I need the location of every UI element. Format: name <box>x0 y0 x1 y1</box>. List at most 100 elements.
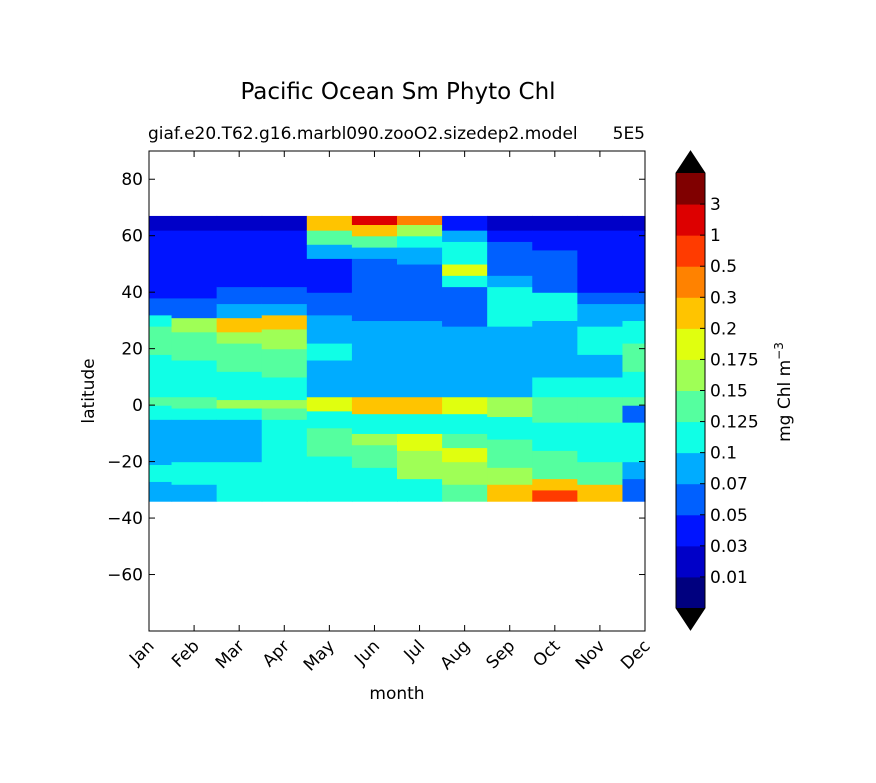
contour-cell <box>171 419 218 463</box>
y-tick-label: −40 <box>107 509 143 529</box>
contour-cell <box>487 230 533 242</box>
contour-cell <box>216 419 263 463</box>
contour-cell <box>487 286 533 327</box>
contour-cell <box>577 292 624 305</box>
colorbar-segment <box>676 421 705 454</box>
colorbar-segment <box>676 328 705 360</box>
contour-cell <box>149 215 173 231</box>
colorbar-segment <box>676 173 705 205</box>
x-tick-label: Dec <box>617 636 654 673</box>
contour-cell <box>442 241 488 265</box>
contour-cell <box>487 484 533 502</box>
x-tick-label: May <box>300 636 339 675</box>
y-tick-label: 20 <box>121 340 143 360</box>
colorbar-outline <box>675 150 706 631</box>
contour-cell <box>216 343 263 372</box>
contour-cell <box>487 416 533 440</box>
contour-cell <box>532 292 578 322</box>
contour-cell <box>149 297 173 316</box>
contour-cell <box>487 396 533 418</box>
colorbar-tick-label: 0.01 <box>710 568 748 588</box>
contour-cell <box>622 396 646 406</box>
contour-cell <box>577 461 624 485</box>
colorbar-segment <box>676 390 705 423</box>
colorbar-segment <box>676 359 705 391</box>
x-tick-label: Sep <box>482 636 519 673</box>
contour-cell <box>577 422 624 463</box>
colorbar-segment <box>676 545 705 578</box>
contour-cell <box>306 343 353 361</box>
contour-cell <box>487 215 533 231</box>
contour-cell <box>216 331 263 344</box>
contour-cell <box>577 215 624 231</box>
contour-cell <box>216 317 263 333</box>
contour-cell <box>397 235 443 248</box>
x-tick-label: Jan <box>125 636 158 669</box>
contour-cell <box>351 247 398 259</box>
chart-title: Pacific Ocean Sm Phyto Chl <box>240 79 555 105</box>
x-axis-label: month <box>369 684 424 704</box>
y-tick-label: 80 <box>121 170 143 190</box>
contour-cell <box>171 396 218 409</box>
colorbar-segment <box>676 235 705 267</box>
contour-cell <box>351 320 398 398</box>
contour-cell <box>532 489 578 502</box>
x-tick-label: Mar <box>212 636 249 673</box>
contour-cell <box>306 244 353 259</box>
contour-cell <box>577 230 624 293</box>
contour-cell <box>216 230 263 288</box>
contour-cell <box>622 230 646 293</box>
contour-cell <box>261 376 308 401</box>
contour-cell <box>397 320 443 398</box>
contour-cell <box>397 413 443 434</box>
contour-cell <box>532 450 578 480</box>
contour-cell <box>622 292 646 305</box>
contour-cell <box>149 314 173 327</box>
contour-cell <box>149 405 173 420</box>
contour-cell <box>306 215 353 231</box>
plot-area <box>148 150 646 632</box>
contour-field <box>149 215 646 502</box>
colorbar-segment <box>676 266 705 298</box>
y-axis: 80 60 40 20 0 −20 −40 −60 <box>107 170 645 586</box>
colorbar-tick-label: 0.1 <box>710 444 737 464</box>
colorbar-tick-label: 0.03 <box>710 537 748 557</box>
contour-cell <box>306 396 353 412</box>
colorbar-tick-label: 3 <box>710 195 721 215</box>
contour-cell <box>397 292 443 322</box>
contour-cell <box>351 215 398 226</box>
contour-cell <box>171 230 218 299</box>
contour-cell <box>487 275 533 288</box>
contour-cell <box>532 230 578 251</box>
colorbar-segment <box>676 452 705 485</box>
colorbar-segment <box>676 483 705 516</box>
contour-cell <box>261 348 308 378</box>
contour-cell <box>261 407 308 420</box>
contour-cell <box>149 419 173 466</box>
contour-cell <box>351 433 398 446</box>
contour-cell <box>577 376 624 398</box>
contour-cell <box>487 326 533 398</box>
colorbar-tick-label: 0.2 <box>710 319 737 339</box>
contour-cell <box>622 320 646 344</box>
contour-cell <box>622 405 646 423</box>
contour-cell <box>171 297 218 319</box>
contour-cell <box>261 230 308 288</box>
contour-cell <box>261 303 308 316</box>
contour-cell <box>216 407 263 420</box>
colorbar-tick-label: 0.125 <box>710 413 759 433</box>
x-tick-label: Jun <box>350 636 384 670</box>
contour-cell <box>577 326 624 355</box>
contour-cell <box>171 331 218 361</box>
contour-cell <box>532 396 578 423</box>
contour-cell <box>261 314 308 330</box>
colorbar-tick-label: 0.175 <box>710 350 759 370</box>
contour-cell <box>532 422 578 451</box>
colorbar-label-exponent: −3 <box>772 342 786 360</box>
contour-cell <box>149 354 173 398</box>
contour-cell <box>622 461 646 480</box>
y-tick-label: −20 <box>107 453 143 473</box>
contour-cell <box>397 247 443 265</box>
contour-cell <box>487 241 533 276</box>
